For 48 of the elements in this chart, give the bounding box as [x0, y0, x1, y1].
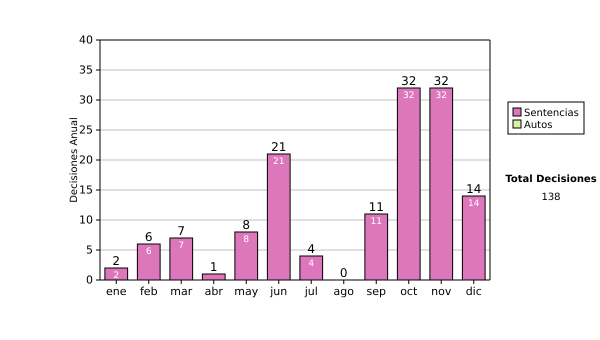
legend-label: Autos: [524, 120, 552, 131]
total-label: 8: [242, 218, 250, 232]
y-axis-title: Decisiones Anual: [69, 117, 80, 203]
total-label: 2: [112, 254, 120, 268]
data-label: 7: [178, 241, 184, 251]
x-tick-label: ene: [106, 284, 127, 298]
total-label: 21: [271, 140, 286, 154]
data-label: 6: [146, 247, 152, 257]
text: 138: [541, 192, 561, 203]
x-tick-label: feb: [140, 284, 158, 298]
x-tick-label: jun: [269, 284, 288, 298]
text: Total Decisiones: [505, 174, 597, 185]
total-label: 11: [368, 200, 384, 214]
x-tick-label: abr: [204, 284, 224, 298]
data-label: 32: [403, 91, 414, 101]
x-tick-label: nov: [431, 284, 452, 298]
total-label: 1: [210, 260, 218, 274]
total-label: 6: [144, 230, 153, 244]
x-tick-label: jul: [304, 284, 318, 298]
data-label: 11: [370, 217, 382, 227]
x-tick-label: oct: [400, 284, 418, 298]
y-tick-label: 10: [79, 214, 93, 227]
total-label: 0: [340, 266, 348, 280]
x-tick-label: ago: [334, 284, 354, 298]
y-tick-label: 0: [86, 274, 93, 287]
total-label: 4: [307, 242, 316, 256]
data-label: 32: [436, 91, 447, 101]
legend-label: Sentencias: [524, 108, 579, 119]
data-label: 21: [273, 157, 284, 167]
y-tick-label: 30: [79, 94, 93, 107]
y-tick-label: 20: [79, 154, 93, 167]
x-tick-label: may: [234, 284, 259, 298]
data-label: 4: [308, 259, 314, 269]
y-tick-label: 15: [79, 184, 93, 197]
x-tick-label: dic: [466, 284, 482, 298]
y-tick-label: 25: [79, 124, 93, 137]
total-label: 32: [434, 74, 449, 88]
y-tick-label: 35: [79, 64, 93, 77]
data-label: 8: [243, 235, 250, 245]
y-tick-label: 5: [86, 244, 93, 257]
x-tick-label: mar: [170, 284, 193, 298]
total-label: 7: [177, 224, 186, 238]
y-tick-label: 40: [79, 34, 93, 47]
data-label: 2: [113, 271, 120, 281]
x-tick-label: sep: [366, 284, 386, 298]
total-label: 32: [401, 74, 416, 88]
total-label: 14: [466, 182, 482, 196]
data-label: 14: [468, 199, 480, 209]
